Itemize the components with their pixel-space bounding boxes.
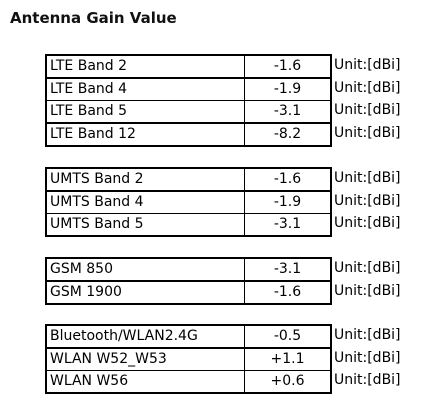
row-unit: Unit:[dBi] [334, 79, 401, 96]
group-border [45, 324, 332, 394]
row-unit: Unit:[dBi] [334, 349, 401, 366]
group-border [45, 54, 332, 147]
row-unit: Unit:[dBi] [334, 192, 401, 209]
title: Antenna Gain Value [10, 9, 177, 27]
group-border [45, 167, 332, 237]
row-unit: Unit:[dBi] [334, 215, 401, 231]
row-unit: Unit:[dBi] [334, 124, 401, 141]
row-unit: Unit:[dBi] [334, 282, 401, 299]
row-unit: Unit:[dBi] [334, 327, 401, 343]
row-unit: Unit:[dBi] [334, 57, 401, 73]
row-unit: Unit:[dBi] [334, 102, 401, 118]
row-unit: Unit:[dBi] [334, 372, 401, 388]
group-border [45, 257, 332, 305]
row-unit: Unit:[dBi] [334, 260, 401, 276]
row-unit: Unit:[dBi] [334, 170, 401, 186]
